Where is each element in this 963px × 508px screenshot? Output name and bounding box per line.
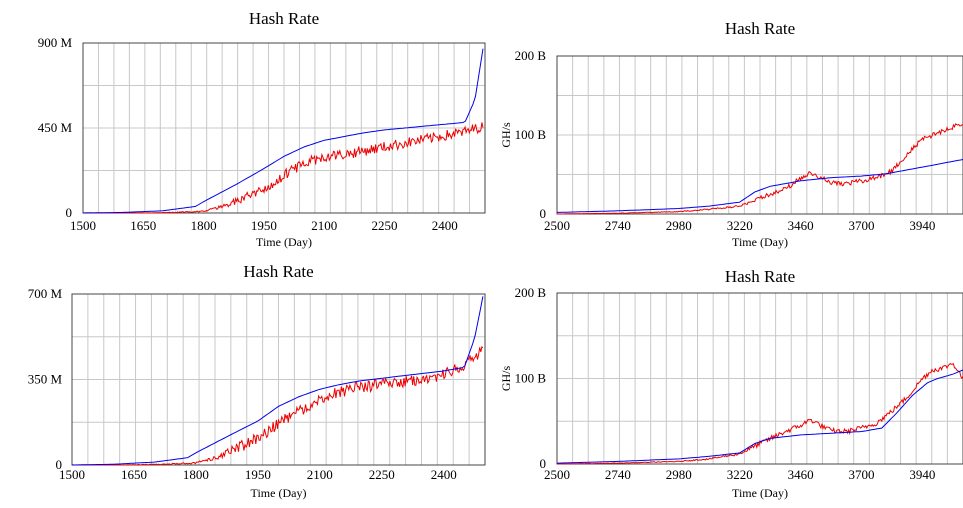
x-tick-label: 2980 <box>666 467 692 482</box>
x-tick-label: 1650 <box>130 218 156 233</box>
chart-svg: Hash Rate 1500 1650 1800 1950 2100 2250 2400 0 35… <box>28 262 486 500</box>
series-line-blue <box>72 296 484 466</box>
x-tick-label: 2250 <box>372 218 398 233</box>
y-tick-label: 0 <box>66 205 73 220</box>
y-axis-label: GH/s <box>499 122 513 148</box>
y-tick-label: 0 <box>56 457 63 472</box>
series-line-red <box>557 362 963 465</box>
x-tick-label: 1950 <box>245 467 271 482</box>
x-tick-label: 1800 <box>183 467 209 482</box>
y-tick-label: 350 M <box>28 372 63 387</box>
x-tick-label: 3700 <box>849 467 875 482</box>
series-line-blue <box>83 48 484 214</box>
x-tick-label: 3700 <box>849 218 875 233</box>
y-tick-label: 450 M <box>38 120 73 135</box>
y-tick-label: 100 B <box>515 127 547 142</box>
chart-bottom-right: Hash Rate 2500 2740 2980 3220 3460 3700 3940 0 10… <box>490 253 963 508</box>
x-tick-label: 2100 <box>311 218 337 233</box>
plot-frame <box>71 293 486 466</box>
x-tick-label: 2400 <box>432 218 458 233</box>
chart-svg: Hash Rate 1500 1650 1800 1950 2100 2250 2400 0 45… <box>38 9 486 249</box>
x-axis-label: Time (Day) <box>256 235 312 249</box>
x-tick-label: 2500 <box>544 467 570 482</box>
x-tick-label: 3940 <box>909 467 935 482</box>
y-tick-label: 700 M <box>28 286 63 301</box>
x-tick-label: 3460 <box>788 218 814 233</box>
x-tick-label: 1950 <box>251 218 277 233</box>
x-tick-label: 3460 <box>788 467 814 482</box>
chart-title: Hash Rate <box>725 19 795 38</box>
x-tick-label: 2400 <box>431 467 457 482</box>
y-axis-label: GH/s <box>499 366 513 392</box>
series-line-red <box>83 122 484 214</box>
y-tick-label: 900 M <box>38 35 73 50</box>
chart-title: Hash Rate <box>249 9 319 28</box>
y-tick-label: 0 <box>540 456 547 471</box>
chart-top-right: Hash Rate 2500 2740 2980 3220 3460 3700 3940 0 10… <box>490 0 963 258</box>
y-tick-label: 200 B <box>515 48 547 63</box>
x-tick-label: 3220 <box>727 218 753 233</box>
chart-bottom-left: Hash Rate 1500 1650 1800 1950 2100 2250 2400 0 35… <box>0 253 490 508</box>
plot-frame <box>556 55 963 215</box>
series-line-blue <box>557 369 963 464</box>
chart-title: Hash Rate <box>243 262 313 281</box>
chart-top-left: Hash Rate 1500 1650 1800 1950 2100 2250 2400 0 45… <box>0 0 490 258</box>
y-tick-label: 200 B <box>515 285 547 300</box>
y-tick-label: 0 <box>540 206 547 221</box>
x-tick-label: 1650 <box>121 467 147 482</box>
x-axis-label: Time (Day) <box>251 486 307 500</box>
chart-svg: Hash Rate 2500 2740 2980 3220 3460 3700 3940 0 10… <box>499 267 963 500</box>
chart-svg: Hash Rate 2500 2740 2980 3220 3460 3700 3940 0 10… <box>499 19 963 249</box>
chart-title: Hash Rate <box>725 267 795 286</box>
x-tick-label: 3220 <box>727 467 753 482</box>
series-line-red <box>557 123 963 215</box>
plot-frame <box>556 292 963 465</box>
x-tick-label: 2250 <box>369 467 395 482</box>
x-tick-label: 1500 <box>70 218 96 233</box>
x-tick-label: 3940 <box>909 218 935 233</box>
y-tick-label: 100 B <box>515 371 547 386</box>
x-axis-label: Time (Day) <box>732 486 788 500</box>
x-tick-label: 2100 <box>307 467 333 482</box>
x-tick-label: 1800 <box>191 218 217 233</box>
x-tick-label: 2980 <box>666 218 692 233</box>
x-axis-label: Time (Day) <box>732 235 788 249</box>
x-tick-label: 1500 <box>59 467 85 482</box>
series-line-blue <box>557 159 963 213</box>
series-line-red <box>71 346 484 466</box>
x-tick-label: 2500 <box>544 218 570 233</box>
plot-frame <box>82 42 486 214</box>
x-tick-label: 2740 <box>605 467 631 482</box>
x-tick-label: 2740 <box>605 218 631 233</box>
